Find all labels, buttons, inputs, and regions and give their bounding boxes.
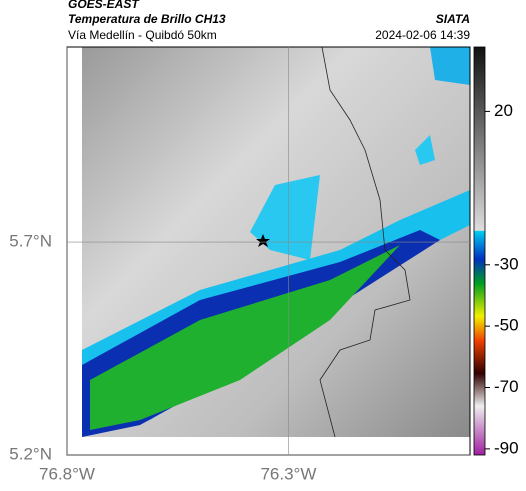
colorbar-tick-label: -90 [494, 438, 519, 457]
location-marker [256, 234, 270, 247]
product: Temperatura de Brillo CH13 [68, 12, 226, 26]
colorbar-tick-label: -30 [494, 254, 519, 273]
source: GOES-EAST [68, 0, 140, 11]
x-tick-label: 76.8°W [39, 464, 95, 483]
colorbar-tick-label: -70 [494, 377, 519, 396]
route: Vía Medellín - Quibdó 50km [68, 28, 217, 42]
y-tick-label: 5.2°N [9, 444, 52, 463]
x-tick-label: 76.3°W [260, 464, 316, 483]
colorbar-tick-label: -50 [494, 316, 519, 335]
colorbar-tick-label: 20 [494, 101, 513, 120]
agency: SIATA [436, 12, 470, 26]
y-tick-label: 5.7°N [9, 232, 52, 251]
colorbar [473, 46, 486, 456]
timestamp: 2024-02-06 14:39 [375, 28, 470, 42]
